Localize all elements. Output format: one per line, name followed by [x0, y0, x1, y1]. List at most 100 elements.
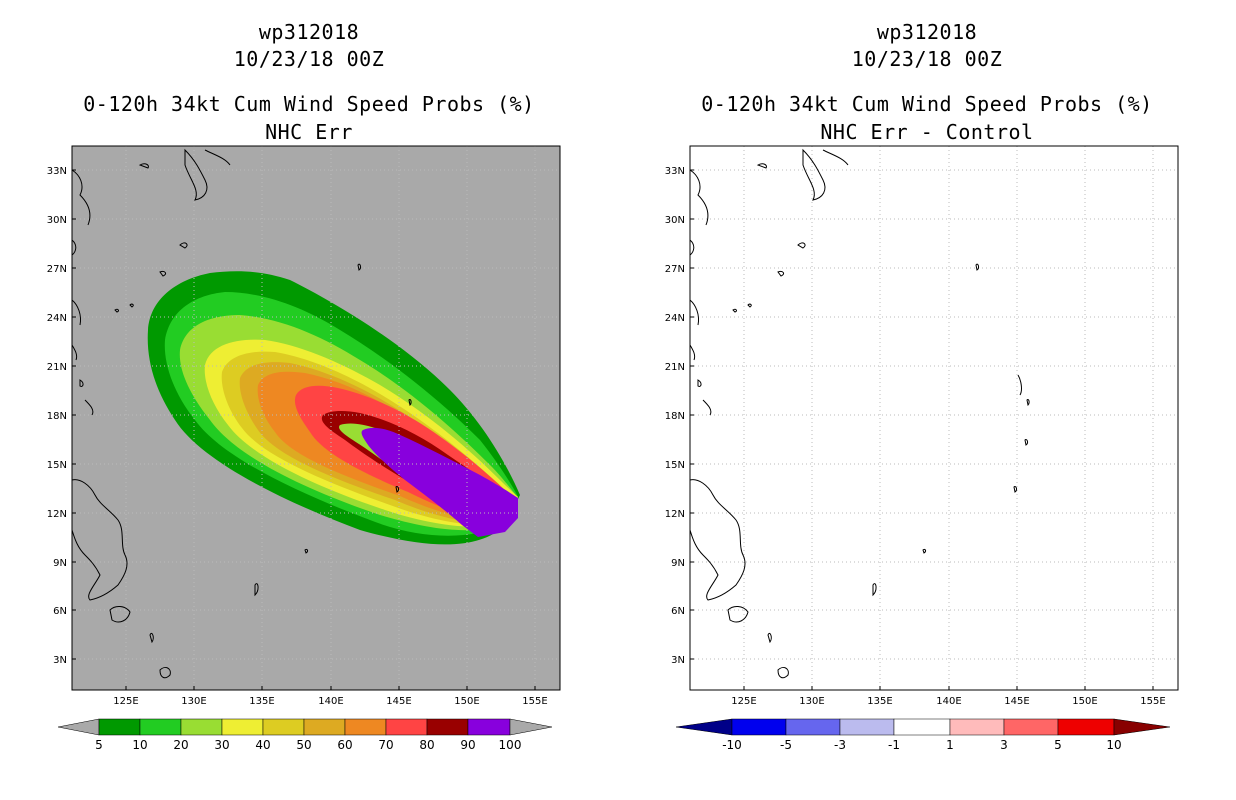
colorbar-label: 90 — [460, 738, 475, 752]
lat-label: 3N — [671, 655, 685, 666]
colorbar-swatch — [426, 718, 469, 736]
plot-subtitle: NHC Err — [265, 120, 353, 144]
colorbar — [57, 718, 553, 736]
coastlines — [689, 148, 1030, 679]
lon-label: 125E — [731, 696, 756, 707]
lat-label: 24N — [47, 313, 67, 324]
difference-map: 33N 30N 27N 24N 21N 18N 15N 12N 9N 6N 3N… — [665, 145, 1179, 752]
contour-100 — [361, 427, 518, 537]
longitude-labels: 125E 130E 135E 140E 145E 150E 155E — [731, 696, 1165, 707]
colorbar-label: 70 — [378, 738, 393, 752]
probability-map: 33N 30N 27N 24N 21N 18N 15N 12N 9N 6N 3N… — [47, 145, 561, 752]
lon-label: 150E — [454, 696, 479, 707]
storm-id: wp312018 — [876, 20, 978, 44]
colorbar-label: -1 — [888, 738, 900, 752]
lat-label: 24N — [665, 313, 685, 324]
lat-label: 18N — [665, 411, 685, 422]
lat-label: 6N — [671, 606, 685, 617]
lon-label: 130E — [799, 696, 824, 707]
colorbar-label: 80 — [419, 738, 434, 752]
lat-label: 30N — [665, 215, 685, 226]
latitude-labels: 33N 30N 27N 24N 21N 18N 15N 12N 9N 6N 3N — [665, 166, 685, 666]
lon-label: 140E — [936, 696, 961, 707]
colorbar-label: 20 — [173, 738, 188, 752]
colorbar-labels: -10 -5 -3 -1 1 3 5 10 — [722, 738, 1121, 752]
lat-label: 6N — [53, 606, 67, 617]
lat-label: 33N — [47, 166, 67, 177]
lat-label: 33N — [665, 166, 685, 177]
lat-label: 9N — [53, 558, 67, 569]
map-frame — [689, 145, 1179, 691]
lon-label: 130E — [181, 696, 206, 707]
map-background — [690, 146, 1178, 690]
lon-label: 140E — [318, 696, 343, 707]
colorbar-swatch — [1003, 718, 1059, 736]
colorbar-label: 3 — [1000, 738, 1008, 752]
longitude-labels: 125E 130E 135E 140E 145E 150E 155E — [113, 696, 547, 707]
axis-ticks — [690, 169, 1154, 690]
colorbar-label: 5 — [95, 738, 103, 752]
lon-label: 155E — [1140, 696, 1165, 707]
lat-label: 15N — [47, 460, 67, 471]
colorbar-label: 40 — [255, 738, 270, 752]
map-frame — [71, 145, 561, 691]
lon-label: 135E — [249, 696, 274, 707]
lat-label: 12N — [47, 509, 67, 520]
colorbar-label: 60 — [337, 738, 352, 752]
colorbar-swatch — [731, 718, 787, 736]
storm-id: wp312018 — [258, 20, 360, 44]
colorbar-swatch — [949, 718, 1005, 736]
plot-subtitle: NHC Err - Control — [820, 120, 1034, 144]
lon-label: 125E — [113, 696, 138, 707]
colorbar-label: -3 — [834, 738, 846, 752]
colorbar-arrow-low — [675, 718, 733, 736]
datetime: 10/23/18 00Z — [233, 47, 385, 71]
lon-label: 150E — [1072, 696, 1097, 707]
grid-lines — [690, 146, 1178, 690]
colorbar-label: 100 — [499, 738, 522, 752]
lon-label: 145E — [386, 696, 411, 707]
colorbar-label: 10 — [1106, 738, 1121, 752]
colorbar-swatch — [1057, 718, 1115, 736]
right-panel: wp312018 10/23/18 00Z 0-120h 34kt Cum Wi… — [618, 0, 1236, 800]
axis-ticks — [72, 169, 536, 690]
left-panel: wp312018 10/23/18 00Z 0-120h 34kt Cum Wi… — [47, 20, 561, 752]
colorbar-swatch — [180, 718, 223, 736]
colorbar-swatch — [139, 718, 182, 736]
latitude-labels: 33N 30N 27N 24N 21N 18N 15N 12N 9N 6N 3N — [47, 166, 67, 666]
colorbar-label: 5 — [1054, 738, 1062, 752]
lat-label: 15N — [665, 460, 685, 471]
colorbar-arrow-high — [1113, 718, 1171, 736]
probability-contours — [147, 271, 520, 545]
colorbar-swatch — [344, 718, 387, 736]
coastlines — [71, 148, 412, 679]
colorbar-swatch — [385, 718, 428, 736]
lat-label: 27N — [47, 264, 67, 275]
colorbar-swatch — [893, 718, 951, 736]
lat-label: 12N — [665, 509, 685, 520]
lat-label: 27N — [665, 264, 685, 275]
colorbar-label: 1 — [946, 738, 954, 752]
lon-label: 155E — [522, 696, 547, 707]
colorbar-arrow-high — [509, 718, 553, 736]
lat-label: 30N — [47, 215, 67, 226]
colorbar-label: -5 — [780, 738, 792, 752]
colorbar-swatch — [98, 718, 141, 736]
lat-label: 3N — [53, 655, 67, 666]
grid-lines — [72, 146, 560, 690]
colorbar-label: -10 — [722, 738, 742, 752]
lat-label: 18N — [47, 411, 67, 422]
colorbar-arrow-low — [57, 718, 100, 736]
plot-title: 0-120h 34kt Cum Wind Speed Probs (%) — [83, 92, 535, 116]
colorbar-swatch — [785, 718, 841, 736]
lon-label: 135E — [867, 696, 892, 707]
plot-title: 0-120h 34kt Cum Wind Speed Probs (%) — [701, 92, 1153, 116]
colorbar-swatch — [221, 718, 264, 736]
lon-label: 145E — [1004, 696, 1029, 707]
colorbar-swatch — [262, 718, 305, 736]
lat-label: 21N — [665, 362, 685, 373]
colorbar — [675, 718, 1171, 736]
colorbar-label: 10 — [132, 738, 147, 752]
colorbar-swatch — [467, 718, 511, 736]
colorbar-swatch — [839, 718, 895, 736]
